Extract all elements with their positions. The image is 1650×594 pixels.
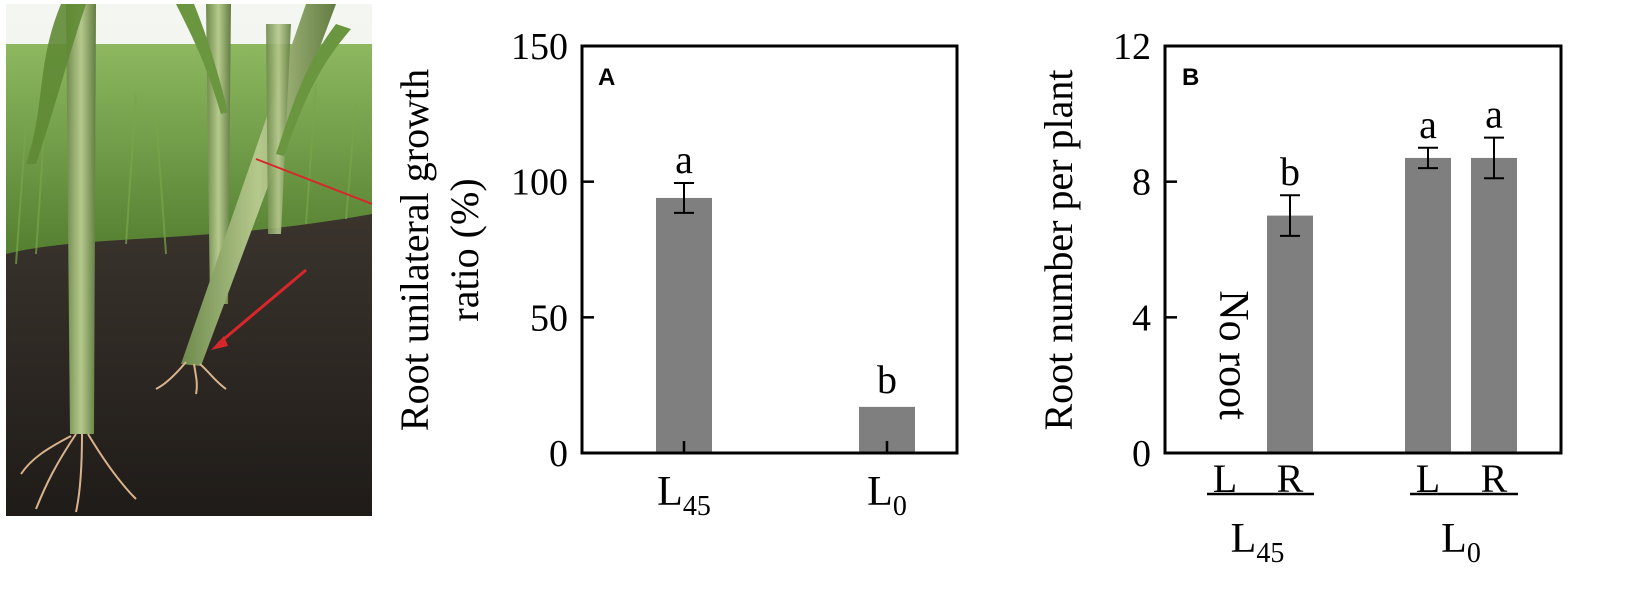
panel-b-y-tick-label: 8 [1132, 162, 1151, 204]
panel-b-y-tick-label: 4 [1132, 297, 1151, 339]
panel-a-y-axis-title-line-2: ratio (%) [442, 178, 487, 321]
panel-a-plot-frame [580, 44, 959, 455]
panel-a-y-tick-label: 100 [511, 162, 568, 204]
no-root-annotation: No root [1210, 290, 1256, 420]
panel-a-y-tick-label: 150 [511, 26, 568, 68]
chart-panel-a: Root unilateral growth ratio (%) 0 50 100 1… [392, 26, 959, 522]
panel-a-y-tick-label: 50 [530, 297, 568, 339]
string-line [255, 158, 372, 205]
panel-a-bars: ab [656, 137, 915, 453]
panel-b-plot-frame [1163, 44, 1563, 455]
panel-b-significance-letter: b [1280, 149, 1300, 194]
panel-a-bar [656, 197, 712, 453]
panel-a-x-tick-label: L45 [657, 469, 711, 522]
panel-b-y-axis-title: Root number per plant [1036, 69, 1081, 430]
panel-b-y-tick-label: 12 [1113, 26, 1151, 68]
maize-field-photo [6, 4, 372, 516]
panel-b-significance-letter: a [1485, 92, 1503, 137]
red-arrow-icon [211, 268, 307, 350]
panel-a-y-axis-title: Root unilateral growth ratio (%) [392, 69, 487, 431]
panel-b-y-ticks: 0 4 8 12 [1113, 26, 1177, 475]
panel-b-bars: b a a [1267, 92, 1517, 454]
panel-a-x-tick-label: L0 [867, 469, 907, 522]
panel-b-label: B [1182, 64, 1199, 91]
panel-b-group-label: L45 [1231, 516, 1285, 569]
panel-a-y-tick-label: 0 [549, 433, 568, 475]
panel-b-bar [1267, 215, 1313, 453]
panel-b-y-tick-label: 0 [1132, 433, 1151, 475]
panel-a-y-axis-title-line-1: Root unilateral growth [392, 69, 437, 431]
panel-a-label: A [598, 64, 615, 91]
panel-a-x-labels: L45 L0 [657, 441, 907, 522]
panel-a-significance-letter: a [675, 137, 693, 182]
panel-a-significance-letter: b [877, 357, 897, 402]
panel-b-group-label: L0 [1441, 516, 1481, 569]
panel-b-bar [1405, 157, 1451, 454]
panel-b-significance-letter: a [1419, 102, 1437, 147]
maize-stem-left [66, 4, 96, 434]
maize-field-photo-icon [6, 4, 372, 516]
panel-a-y-ticks: 0 50 100 150 [511, 26, 594, 475]
panel-b-bar [1471, 157, 1517, 454]
